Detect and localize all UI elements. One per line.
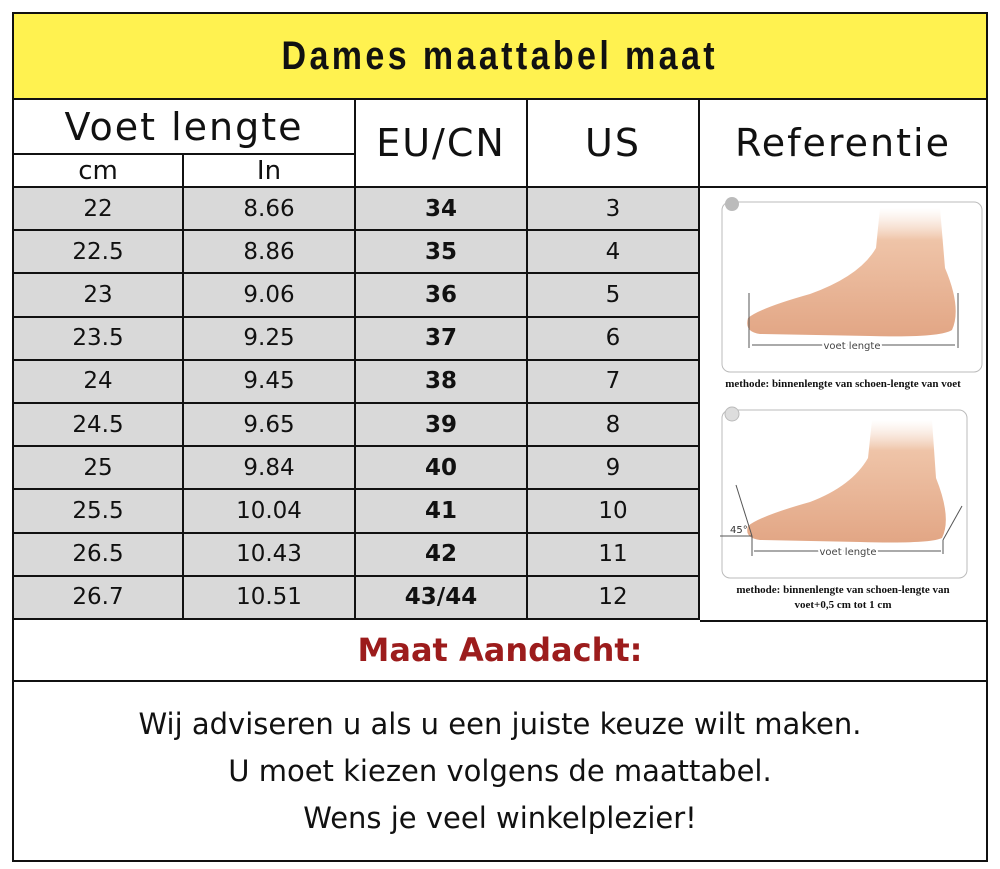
- table-cell-us: 5: [528, 274, 700, 318]
- table-cell-in: 8.86: [184, 231, 356, 275]
- table-cell-in: 9.45: [184, 360, 356, 404]
- table-cell-in: 10.04: [184, 490, 356, 534]
- table-cell-eu: 43/44: [356, 576, 528, 620]
- header-in: In: [184, 155, 356, 188]
- table-cell-eu: 42: [356, 533, 528, 577]
- table-cell-cm: 25: [14, 447, 184, 491]
- foot-measure-diagram: voet lengte 45° voet lengte: [720, 197, 983, 579]
- table-cell-eu: 36: [356, 274, 528, 318]
- step2-label: voet lengte: [820, 547, 877, 558]
- table-cell-us: 6: [528, 317, 700, 361]
- header-eu-cn: EU/CN: [356, 100, 528, 188]
- table-cell-in: 9.06: [184, 274, 356, 318]
- foot-diagram-2: [720, 406, 968, 579]
- title-text: Dames maattabel maat: [281, 33, 719, 78]
- step1-caption: methode: binnenlengte van schoen-lengte …: [725, 378, 961, 390]
- table-cell-in: 8.66: [184, 188, 356, 232]
- table-cell-cm: 23.5: [14, 317, 184, 361]
- table-cell-cm: 26.5: [14, 533, 184, 577]
- step2-angle: 45°: [730, 525, 748, 536]
- table-cell-us: 9: [528, 447, 700, 491]
- table-cell-in: 9.25: [184, 317, 356, 361]
- chart-title: Dames maattabel maat: [14, 14, 986, 100]
- message-line: Wens je veel winkelplezier!: [303, 800, 697, 835]
- table-cell-cm: 26.7: [14, 576, 184, 620]
- table-cell-eu: 34: [356, 188, 528, 232]
- table-cell-eu: 41: [356, 490, 528, 534]
- table-cell-us: 12: [528, 576, 700, 620]
- table-cell-cm: 24: [14, 360, 184, 404]
- header-cm: cm: [14, 155, 184, 188]
- header-reference: Referentie: [700, 100, 986, 188]
- table-cell-us: 8: [528, 404, 700, 448]
- foot-diagram-1: [721, 197, 983, 373]
- step1-label: voet lengte: [824, 341, 881, 352]
- header-foot-length: Voet lengte: [14, 100, 356, 155]
- table-cell-cm: 22.5: [14, 231, 184, 275]
- table-cell-in: 9.65: [184, 404, 356, 448]
- step-1-icon: [725, 197, 739, 211]
- table-cell-us: 4: [528, 231, 700, 275]
- table-cell-eu: 39: [356, 404, 528, 448]
- message-line: U moet kiezen volgens de maattabel.: [228, 753, 772, 788]
- table-cell-eu: 38: [356, 360, 528, 404]
- step-2-icon: [724, 406, 740, 422]
- table-cell-cm: 25.5: [14, 490, 184, 534]
- reference-illustration: voet lengte 45° voet lengte methode: bin…: [700, 188, 986, 622]
- step2-caption-2: voet+0,5 cm tot 1 cm: [794, 599, 892, 611]
- advice-message: Wij adviseren u als u een juiste keuze w…: [14, 682, 986, 860]
- table-cell-in: 9.84: [184, 447, 356, 491]
- table-cell-eu: 37: [356, 317, 528, 361]
- table-cell-us: 10: [528, 490, 700, 534]
- header-us: US: [528, 100, 700, 188]
- table-cell-us: 11: [528, 533, 700, 577]
- attention-heading: Maat Aandacht:: [14, 620, 986, 682]
- table-cell-in: 10.51: [184, 576, 356, 620]
- table-cell-cm: 22: [14, 188, 184, 232]
- table-cell-cm: 23: [14, 274, 184, 318]
- step2-caption-1: methode: binnenlengte van schoen-lengte …: [736, 584, 950, 596]
- table-cell-cm: 24.5: [14, 404, 184, 448]
- table-cell-eu: 35: [356, 231, 528, 275]
- size-chart: Dames maattabel maat Voet lengte cm In E…: [12, 12, 988, 862]
- table-cell-us: 7: [528, 360, 700, 404]
- table-cell-eu: 40: [356, 447, 528, 491]
- table-cell-us: 3: [528, 188, 700, 232]
- message-line: Wij adviseren u als u een juiste keuze w…: [138, 706, 862, 741]
- table-cell-in: 10.43: [184, 533, 356, 577]
